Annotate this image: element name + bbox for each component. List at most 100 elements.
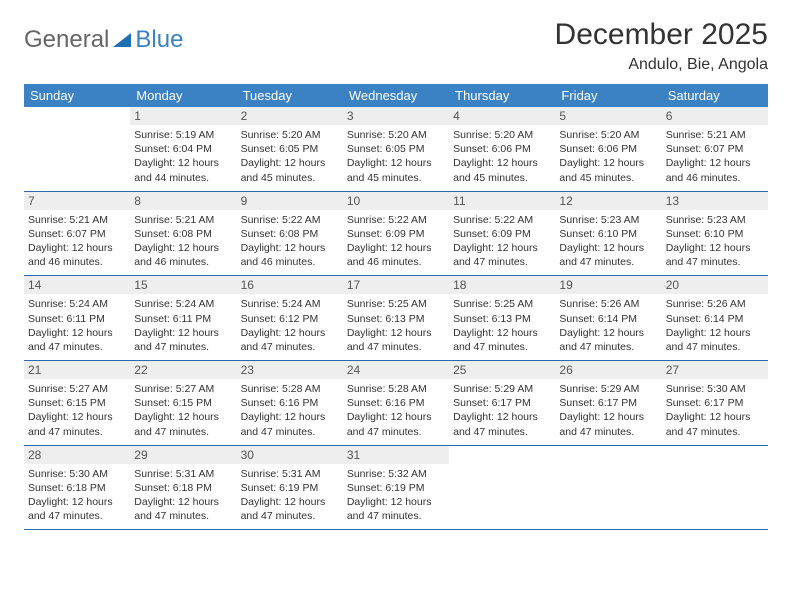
sunrise-text: Sunrise: 5:23 AM [666,213,764,227]
sunset-text: Sunset: 6:19 PM [347,481,445,495]
week-row: 21Sunrise: 5:27 AMSunset: 6:15 PMDayligh… [24,361,768,446]
sunset-text: Sunset: 6:16 PM [241,396,339,410]
daylight-text: Daylight: 12 hours and 46 minutes. [347,241,445,269]
day-number: 20 [662,276,768,294]
sunset-text: Sunset: 6:08 PM [134,227,232,241]
sunset-text: Sunset: 6:04 PM [134,142,232,156]
sunset-text: Sunset: 6:18 PM [28,481,126,495]
logo-text-general: General [24,26,109,54]
sunrise-text: Sunrise: 5:24 AM [134,297,232,311]
sunrise-text: Sunrise: 5:24 AM [241,297,339,311]
day-cell: 6Sunrise: 5:21 AMSunset: 6:07 PMDaylight… [662,107,768,191]
day-number: 18 [449,276,555,294]
day-number: 29 [130,446,236,464]
day-cell: 3Sunrise: 5:20 AMSunset: 6:05 PMDaylight… [343,107,449,191]
sunset-text: Sunset: 6:17 PM [666,396,764,410]
daylight-text: Daylight: 12 hours and 47 minutes. [347,410,445,438]
daylight-text: Daylight: 12 hours and 47 minutes. [28,495,126,523]
day-number: 16 [237,276,343,294]
day-number: 2 [237,107,343,125]
day-cell: 13Sunrise: 5:23 AMSunset: 6:10 PMDayligh… [662,191,768,276]
daylight-text: Daylight: 12 hours and 47 minutes. [666,326,764,354]
day-cell: 18Sunrise: 5:25 AMSunset: 6:13 PMDayligh… [449,276,555,361]
sunrise-text: Sunrise: 5:32 AM [347,467,445,481]
day-cell: 8Sunrise: 5:21 AMSunset: 6:08 PMDaylight… [130,191,236,276]
day-number: 10 [343,192,449,210]
day-cell [555,445,661,530]
daylight-text: Daylight: 12 hours and 47 minutes. [559,410,657,438]
day-cell: 1Sunrise: 5:19 AMSunset: 6:04 PMDaylight… [130,107,236,191]
day-number: 11 [449,192,555,210]
calendar-table: Sunday Monday Tuesday Wednesday Thursday… [24,84,768,530]
day-number: 24 [343,361,449,379]
day-cell: 30Sunrise: 5:31 AMSunset: 6:19 PMDayligh… [237,445,343,530]
day-cell: 9Sunrise: 5:22 AMSunset: 6:08 PMDaylight… [237,191,343,276]
header-row: Sunday Monday Tuesday Wednesday Thursday… [24,84,768,107]
sunset-text: Sunset: 6:07 PM [28,227,126,241]
sunrise-text: Sunrise: 5:29 AM [559,382,657,396]
day-number: 19 [555,276,661,294]
col-saturday: Saturday [662,84,768,107]
day-number: 7 [24,192,130,210]
sunset-text: Sunset: 6:11 PM [134,312,232,326]
sunrise-text: Sunrise: 5:23 AM [559,213,657,227]
day-number: 1 [130,107,236,125]
calendar-page: General Blue December 2025 Andulo, Bie, … [0,0,792,542]
day-cell: 10Sunrise: 5:22 AMSunset: 6:09 PMDayligh… [343,191,449,276]
month-title: December 2025 [555,18,768,52]
day-number: 26 [555,361,661,379]
week-row: 1 Sunrise: 5:19 AMSunset: 6:04 PM Daylight… [24,107,768,191]
sunset-text: Sunset: 6:14 PM [666,312,764,326]
day-cell: 15Sunrise: 5:24 AMSunset: 6:11 PMDayligh… [130,276,236,361]
daylight-text: Daylight: 12 hours and 47 minutes. [134,495,232,523]
col-friday: Friday [555,84,661,107]
sunset-text: Sunset: 6:05 PM [241,142,339,156]
day-cell: 5Sunrise: 5:20 AMSunset: 6:06 PMDaylight… [555,107,661,191]
daylight-text: Daylight: 12 hours and 46 minutes. [28,241,126,269]
daylight-text: Daylight: 12 hours and 47 minutes. [347,326,445,354]
sunset-text: Sunset: 6:17 PM [453,396,551,410]
daylight-text: Daylight: 12 hours and 47 minutes. [28,326,126,354]
page-header: General Blue December 2025 Andulo, Bie, … [24,18,768,74]
daylight-text: Daylight: 12 hours and 45 minutes. [453,156,551,184]
sunrise-text: Sunrise: 5:25 AM [453,297,551,311]
sunrise-text: Sunrise: 5:20 AM [559,128,657,142]
daylight-text: Daylight: 12 hours and 45 minutes. [559,156,657,184]
day-number: 30 [237,446,343,464]
sunrise-text: Sunrise: 5:19 AM [134,128,232,142]
daylight-text: Daylight: 12 hours and 47 minutes. [453,326,551,354]
day-cell: 21Sunrise: 5:27 AMSunset: 6:15 PMDayligh… [24,361,130,446]
day-cell: 25Sunrise: 5:29 AMSunset: 6:17 PMDayligh… [449,361,555,446]
col-wednesday: Wednesday [343,84,449,107]
daylight-text: Daylight: 12 hours and 47 minutes. [241,326,339,354]
sunset-text: Sunset: 6:08 PM [241,227,339,241]
sunrise-text: Sunrise: 5:21 AM [28,213,126,227]
day-number: 6 [662,107,768,125]
day-cell: 22Sunrise: 5:27 AMSunset: 6:15 PMDayligh… [130,361,236,446]
day-number: 8 [130,192,236,210]
daylight-text: Daylight: 12 hours and 45 minutes. [241,156,339,184]
day-cell: 12Sunrise: 5:23 AMSunset: 6:10 PMDayligh… [555,191,661,276]
logo: General Blue [24,18,183,54]
sunrise-text: Sunrise: 5:22 AM [347,213,445,227]
sunset-text: Sunset: 6:07 PM [666,142,764,156]
day-number: 3 [343,107,449,125]
sunrise-text: Sunrise: 5:22 AM [241,213,339,227]
sunset-text: Sunset: 6:15 PM [28,396,126,410]
daylight-text: Daylight: 12 hours and 47 minutes. [241,495,339,523]
day-cell [24,107,130,191]
col-monday: Monday [130,84,236,107]
sunset-text: Sunset: 6:12 PM [241,312,339,326]
sunrise-text: Sunrise: 5:28 AM [347,382,445,396]
daylight-text: Daylight: 12 hours and 46 minutes. [666,156,764,184]
day-number: 13 [662,192,768,210]
day-cell: 27Sunrise: 5:30 AMSunset: 6:17 PMDayligh… [662,361,768,446]
day-cell: 7 Sunrise: 5:21 AMSunset: 6:07 PMDaylight… [24,191,130,276]
day-number: 4 [449,107,555,125]
daylight-text: Daylight: 12 hours and 47 minutes. [666,241,764,269]
sunrise-text: Sunrise: 5:31 AM [241,467,339,481]
title-block: December 2025 Andulo, Bie, Angola [555,18,768,74]
sunset-text: Sunset: 6:10 PM [559,227,657,241]
daylight-text: Daylight: 12 hours and 47 minutes. [134,410,232,438]
sunrise-text: Sunrise: 5:24 AM [28,297,126,311]
